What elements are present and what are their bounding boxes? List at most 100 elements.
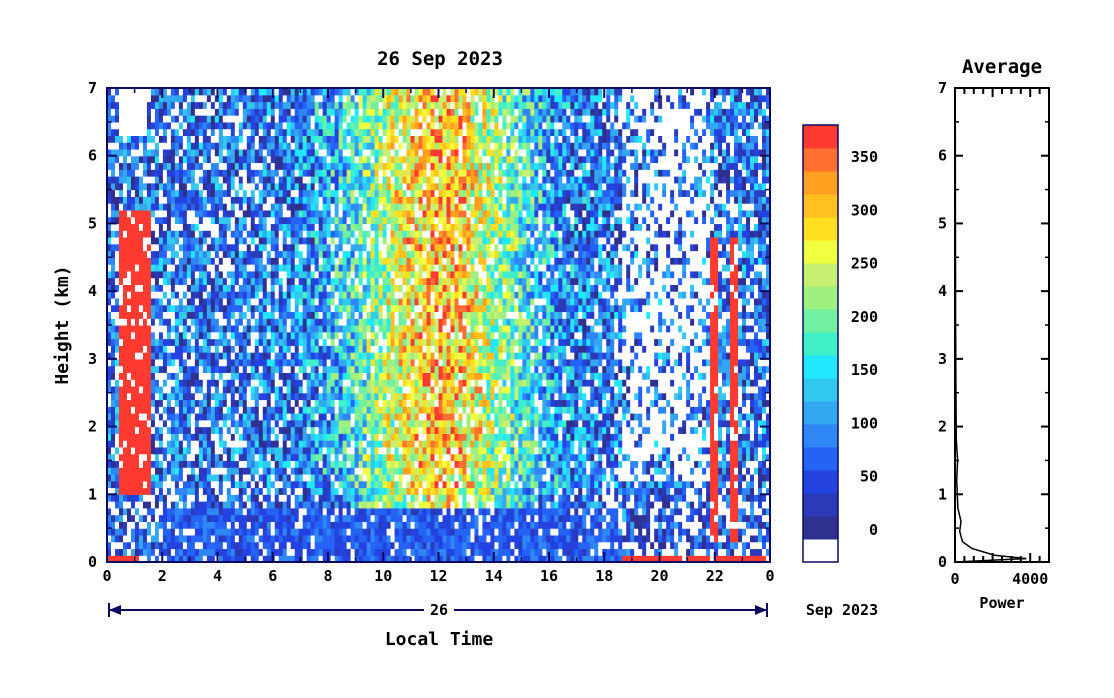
heatmap-cell [170, 440, 176, 448]
heatmap-cell [134, 534, 140, 543]
heatmap-cell [114, 284, 120, 292]
heatmap-cell [310, 121, 316, 130]
heatmap-cell [370, 203, 376, 211]
heatmap-cell [150, 148, 156, 157]
heatmap-cell [162, 365, 168, 373]
heatmap-cell [118, 176, 124, 184]
heatmap-cell [214, 521, 220, 529]
heatmap-cell [222, 446, 228, 455]
heatmap-cell [226, 169, 232, 177]
heatmap-cell [270, 318, 276, 326]
heatmap-cell [194, 250, 200, 258]
heatmap-cell [354, 135, 360, 143]
heatmap-cell [110, 250, 116, 258]
heatmap-cell [302, 385, 308, 394]
heatmap-cell [226, 257, 232, 265]
heatmap-cell [118, 338, 124, 346]
heatmap-cell [150, 338, 156, 346]
heatmap-cell [322, 176, 328, 184]
heatmap-cell [262, 460, 268, 468]
heatmap-cell [318, 176, 324, 184]
heatmap-cell [386, 284, 392, 292]
heatmap-cell [370, 446, 376, 455]
heatmap-cell [122, 528, 128, 536]
heatmap-cell [150, 169, 156, 177]
heatmap-cell [266, 121, 272, 130]
heatmap-cell [310, 358, 316, 367]
heatmap-cell [186, 501, 192, 509]
heatmap-cell [330, 223, 336, 231]
heatmap-cell [250, 514, 256, 522]
heatmap-cell [122, 365, 128, 373]
heatmap-cell [298, 270, 304, 279]
heatmap-cell [198, 284, 204, 292]
heatmap-cell [298, 494, 304, 502]
heatmap-cell [262, 291, 268, 299]
heatmap-cell [110, 338, 116, 346]
heatmap-cell [114, 541, 120, 550]
heatmap-cell [390, 426, 396, 434]
heatmap-cell [346, 291, 352, 299]
heatmap-cell [318, 108, 324, 116]
heatmap-cell [354, 297, 360, 306]
heatmap-cell [290, 135, 296, 143]
heatmap-cell [266, 230, 272, 238]
heatmap-cell [314, 494, 320, 502]
heatmap-cell [170, 406, 176, 414]
heatmap-cell [386, 304, 392, 313]
heatmap-cell [338, 230, 344, 238]
heatmap-cell [374, 534, 380, 543]
heatmap-cell [294, 379, 300, 387]
heatmap-cell [354, 291, 360, 299]
heatmap-cell [374, 501, 380, 509]
heatmap-cell [318, 101, 324, 109]
heatmap-cell [306, 115, 312, 123]
heatmap-cell [350, 467, 356, 475]
heatmap-cell [290, 406, 296, 414]
heatmap-cell [334, 467, 340, 475]
heatmap-cell [178, 406, 184, 414]
heatmap-cell [330, 121, 336, 130]
heatmap-cell [278, 311, 284, 319]
heatmap-cell [322, 392, 328, 401]
heatmap-cell [238, 257, 244, 265]
heatmap-cell [182, 169, 188, 177]
heatmap-cell [174, 494, 180, 502]
heatmap-cell [370, 494, 376, 502]
heatmap-cell [178, 385, 184, 394]
heatmap-cell [218, 142, 224, 150]
heatmap-cell [282, 426, 288, 434]
heatmap-cell [282, 433, 288, 441]
heatmap-cell [218, 392, 224, 401]
heatmap-cell [198, 331, 204, 340]
heatmap-cell [222, 399, 228, 407]
heatmap-cell [318, 528, 324, 536]
heatmap-cell [310, 541, 316, 550]
heatmap-cell [142, 196, 148, 204]
heatmap-cell [138, 392, 144, 401]
heatmap-cell [218, 121, 224, 130]
heatmap-cell [150, 216, 156, 225]
heatmap-cell [290, 250, 296, 258]
heatmap-cell [194, 446, 200, 455]
heatmap-cell [114, 189, 120, 197]
heatmap-cell [258, 216, 264, 225]
heatmap-cell [302, 284, 308, 292]
heatmap-cell [262, 196, 268, 204]
heatmap-cell [238, 446, 244, 455]
heatmap-cell [226, 507, 232, 516]
heatmap-cell [246, 372, 252, 380]
heatmap-cell [234, 236, 240, 245]
heatmap-cell [222, 494, 228, 502]
heatmap-cell [314, 548, 320, 556]
heatmap-cell [130, 94, 136, 103]
heatmap-cell [206, 189, 212, 197]
heatmap-cell [350, 203, 356, 211]
heatmap-cell [262, 480, 268, 489]
heatmap-cell [114, 270, 120, 279]
heatmap-cell [230, 372, 236, 380]
heatmap-cell [374, 460, 380, 468]
heatmap-cell [374, 507, 380, 516]
heatmap-cell [302, 352, 308, 360]
heatmap-cell [294, 514, 300, 522]
